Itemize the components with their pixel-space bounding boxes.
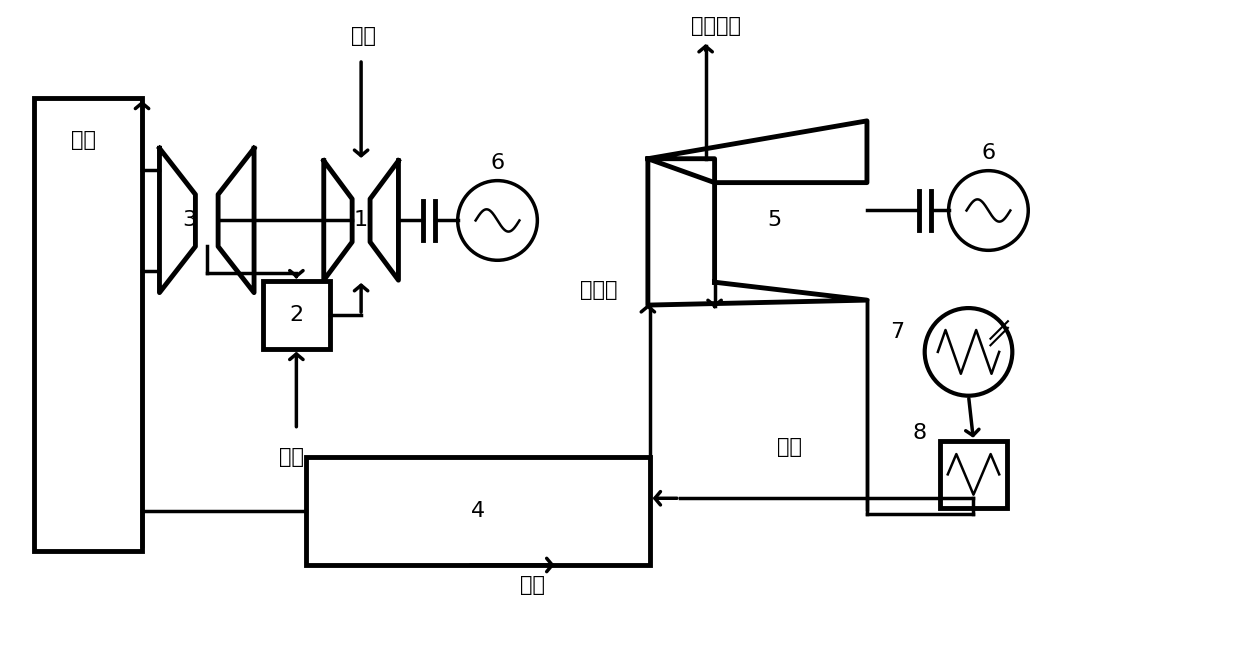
Text: 8: 8 xyxy=(913,422,927,443)
Bar xyxy=(939,441,1007,508)
Text: 主蒸汽: 主蒸汽 xyxy=(580,280,618,300)
Text: 燃气: 燃气 xyxy=(279,447,304,468)
Text: 4: 4 xyxy=(471,501,484,521)
Text: 6: 6 xyxy=(491,152,504,173)
Text: 排气: 排气 xyxy=(520,575,545,595)
Bar xyxy=(306,457,650,565)
Text: 1: 1 xyxy=(354,211,368,230)
Bar xyxy=(35,98,142,551)
Text: 6: 6 xyxy=(981,143,995,163)
Text: 2: 2 xyxy=(290,305,304,325)
Text: 5: 5 xyxy=(767,211,782,230)
Text: 烟气: 烟气 xyxy=(71,129,95,150)
Text: 给水: 给水 xyxy=(777,438,802,458)
Text: 7: 7 xyxy=(890,322,904,342)
Text: 空气: 空气 xyxy=(351,26,375,46)
Bar xyxy=(263,281,331,349)
Text: 抽汽供热: 抽汽供热 xyxy=(690,16,741,36)
Text: 3: 3 xyxy=(182,211,196,230)
